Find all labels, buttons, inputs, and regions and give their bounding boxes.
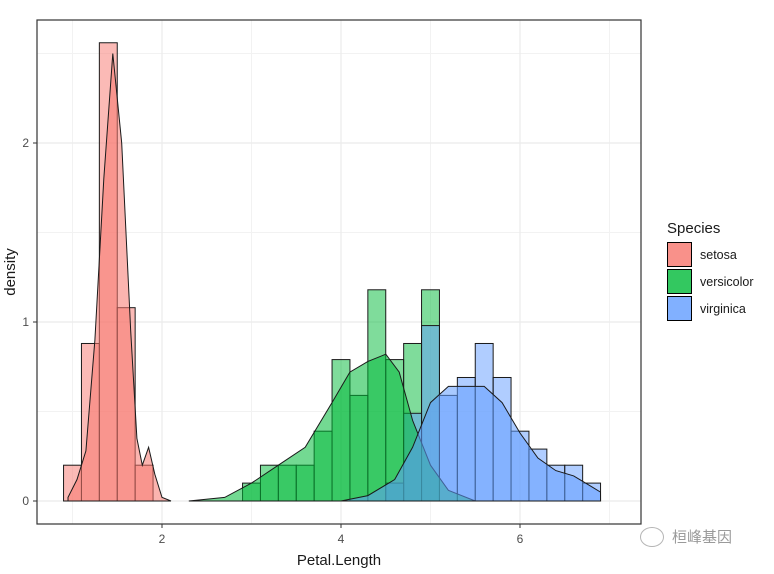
density-curves [67,53,602,502]
axes: 2 4 6 0 1 2 [22,136,523,546]
legend-item-versicolor: versicolor [667,268,754,295]
legend-label: virginica [700,301,746,316]
legend-label: setosa [700,247,737,262]
legend-key-setosa [667,242,692,267]
svg-text:6: 6 [517,532,524,546]
wechat-icon [640,526,664,547]
panel-border [36,19,642,525]
svg-text:2: 2 [159,532,166,546]
legend-item-setosa: setosa [667,241,754,268]
legend-item-virginica: virginica [667,295,754,322]
legend: Species setosa versicolor virginica [667,220,754,322]
legend-key-versicolor [667,269,692,294]
y-axis-label: density [2,248,19,296]
svg-text:0: 0 [22,494,29,508]
watermark: 桓峰基因 [640,526,732,547]
svg-text:2: 2 [22,136,29,150]
x-axis-label: Petal.Length [297,552,381,569]
svg-text:1: 1 [22,315,29,329]
legend-label: versicolor [700,274,754,289]
legend-title: Species [667,220,721,237]
watermark-text: 桓峰基因 [672,529,733,546]
svg-text:4: 4 [338,532,345,546]
legend-key-virginica [667,296,692,321]
